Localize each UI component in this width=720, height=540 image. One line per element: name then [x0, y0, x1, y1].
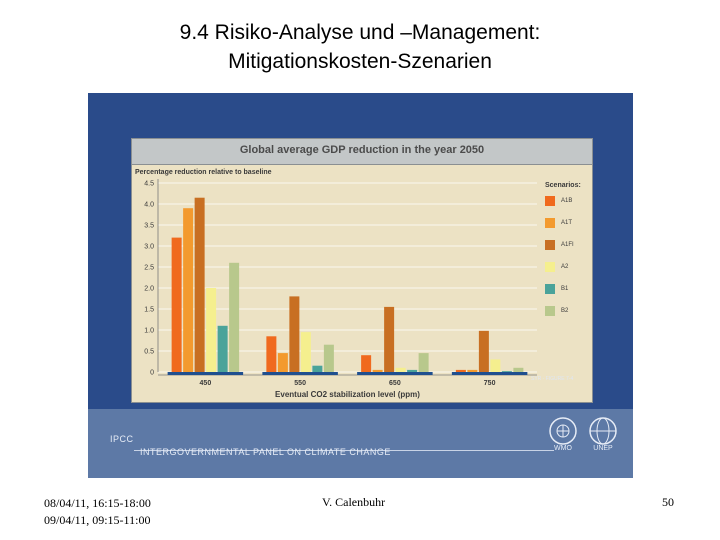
- bar: [395, 367, 406, 372]
- legend-item: B1: [545, 284, 589, 296]
- y-tick-label: 4.5: [144, 181, 154, 188]
- bar: [361, 355, 372, 372]
- legend-swatch: [545, 196, 555, 206]
- bar: [323, 344, 334, 372]
- ipcc-abbreviation: IPCC: [110, 434, 134, 444]
- slide-title: 9.4 Risiko-Analyse und –Management: Miti…: [0, 18, 720, 76]
- slide-title-line1: 9.4 Risiko-Analyse und –Management:: [179, 21, 541, 44]
- bar: [490, 359, 501, 372]
- ipcc-full-name: INTERGOVERNMENTAL PANEL ON CLIMATE CHANG…: [140, 447, 391, 457]
- footer-dates: 08/04/11, 16:15-18:00 09/04/11, 09:15-11…: [44, 495, 151, 529]
- legend-item: A1T: [545, 218, 589, 230]
- bar: [217, 325, 228, 372]
- bar: [407, 369, 418, 372]
- legend-item: A1B: [545, 196, 589, 208]
- bar: [501, 371, 512, 372]
- bar: [183, 208, 194, 372]
- chart-header: Global average GDP reduction in the year…: [132, 139, 592, 165]
- unep-label: UNEP: [593, 445, 613, 452]
- bar: [229, 262, 240, 372]
- y-tick-label: 1.0: [144, 328, 154, 335]
- wmo-logo-icon: [549, 417, 577, 445]
- legend-swatch: [545, 218, 555, 228]
- y-axis-title: Percentage reduction relative to baselin…: [135, 169, 272, 176]
- unep-logo-icon: [589, 417, 617, 445]
- figure-reference: SYR - FIGURE 7-4: [531, 376, 574, 382]
- legend-item: A1FI: [545, 240, 589, 252]
- wmo-label: WMO: [554, 445, 572, 452]
- x-tick-label: 550: [294, 380, 306, 387]
- legend-title: Scenarios:: [545, 182, 581, 189]
- ipcc-banner: [88, 409, 633, 478]
- footer-author: V. Calenbuhr: [322, 495, 386, 509]
- x-axis-title: Eventual CO2 stabilization level (ppm): [275, 390, 420, 399]
- bar: [478, 330, 489, 372]
- category-baseline: [451, 372, 528, 375]
- category-baseline: [262, 372, 338, 375]
- y-tick-label: 3.5: [144, 223, 154, 230]
- legend-swatch: [545, 284, 555, 294]
- bar: [300, 332, 311, 372]
- bar: [418, 353, 429, 372]
- bar: [266, 336, 277, 372]
- bar: [206, 288, 217, 372]
- chart-title: Global average GDP reduction in the year…: [239, 144, 485, 156]
- legend-label: A1B: [561, 198, 573, 204]
- slide-title-line2: Mitigationskosten-Szenarien: [228, 50, 492, 73]
- y-tick-label: 0.5: [144, 349, 154, 356]
- legend-swatch: [545, 262, 555, 272]
- y-tick-label: 3.0: [144, 244, 154, 251]
- legend-label: B2: [561, 308, 569, 314]
- legend-swatch: [545, 240, 555, 250]
- page-number: 50: [662, 495, 674, 509]
- banner-divider: [134, 450, 554, 451]
- bar: [194, 197, 205, 372]
- category-baseline: [357, 372, 433, 375]
- footer-date-line2: 09/04/11, 09:15-11:00: [44, 513, 151, 527]
- x-tick-label: 650: [389, 380, 401, 387]
- bar: [513, 367, 524, 372]
- bar: [372, 369, 383, 372]
- y-tick-label: 4.0: [144, 202, 154, 209]
- x-tick-label: 450: [200, 380, 212, 387]
- legend-swatch: [545, 306, 555, 316]
- bar: [384, 306, 395, 372]
- legend-item: A2: [545, 262, 589, 274]
- category-baseline: [167, 372, 244, 375]
- x-tick-label: 750: [484, 380, 496, 387]
- bar: [289, 296, 300, 372]
- legend-label: A1T: [561, 220, 573, 226]
- legend-label: A1FI: [561, 242, 574, 248]
- y-tick-label: 0: [150, 370, 154, 377]
- bar: [467, 369, 478, 372]
- legend-label: A2: [561, 264, 569, 270]
- y-tick-label: 1.5: [144, 307, 154, 314]
- legend-label: B1: [561, 286, 569, 292]
- chart-plot: 0 0.5 1.0 1.5 2.0 2.5 3.0 3.5 4.0 4.5 450 550 650 750…: [144, 179, 537, 399]
- y-tick-label: 2.0: [144, 286, 154, 293]
- figure-panel: IPCC INTERGOVERNMENTAL PANEL ON CLIMATE …: [88, 93, 633, 478]
- footer-date-line1: 08/04/11, 16:15-18:00: [44, 496, 151, 510]
- bar: [312, 365, 323, 372]
- legend-item: B2: [545, 306, 589, 318]
- y-tick-label: 2.5: [144, 265, 154, 272]
- bar: [171, 237, 182, 372]
- bar: [455, 369, 466, 372]
- chart-area: Global average GDP reduction in the year…: [131, 138, 593, 403]
- bar: [277, 353, 288, 372]
